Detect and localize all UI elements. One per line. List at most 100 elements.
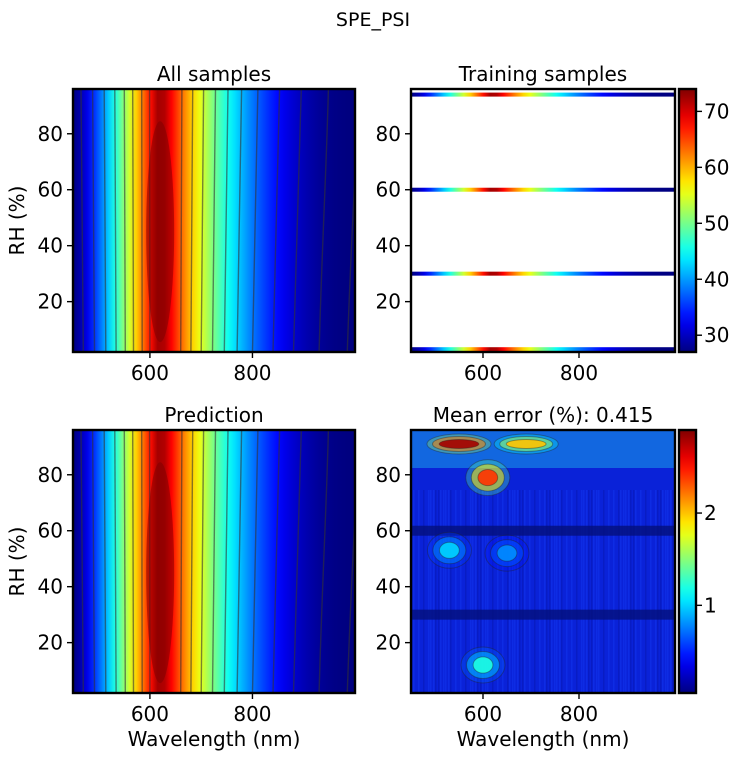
contour-line [200,89,205,352]
x-tick-label: 800 [233,702,271,726]
error-stripe [492,490,494,693]
y-tick-label: 80 [376,122,401,146]
y-tick-label: 80 [376,463,401,487]
error-stripe [448,490,450,693]
error-stripe [571,490,573,693]
error-stripe [583,490,585,693]
colorbar-fill [677,87,698,354]
contour-line [251,430,259,693]
error-stripe [522,490,524,693]
colorbar-tick-label: 40 [704,267,729,291]
y-tick-label: 20 [38,290,63,314]
axes-frame [409,428,677,695]
error-stripe [655,490,657,693]
contour-line [236,89,243,352]
error-stripe [460,490,462,693]
panel-title: Training samples [458,62,627,86]
colorbar-tick-label: 2 [704,501,717,525]
error-stripe [588,490,590,693]
error-hotspot [438,438,480,449]
x-tick-label: 600 [464,702,502,726]
error-hotspot [477,468,499,487]
contour-line [103,89,107,352]
error-stripe [534,490,536,693]
error-stripe [475,490,477,693]
x-tick-label: 800 [560,361,598,385]
panel-2: Training samples 600 800 20 40 60 80 30 40 50 60 70 [376,62,730,385]
contour-line [190,430,194,693]
error-stripe [433,490,435,693]
error-stripe [625,490,627,693]
error-stripe [539,490,541,693]
y-tick-label: 60 [38,519,63,543]
plot-area [73,430,355,693]
contour-line [211,430,217,693]
x-axis-label: Wavelength (nm) [457,727,630,751]
x-tick-label: 600 [131,702,169,726]
error-stripe [598,490,600,693]
error-stripe [465,490,467,693]
plot-area [411,89,675,352]
axes-frame [71,87,357,354]
colorbar: 12 [677,428,717,695]
x-tick-label: 800 [233,361,271,385]
error-hotspot [472,656,494,674]
y-tick-label: 20 [376,290,401,314]
error-stripe [524,490,526,693]
contour-line [223,430,229,693]
error-stripe [514,490,516,693]
contour-line [190,89,194,352]
error-stripe [613,490,615,693]
training-rh-band [411,525,675,536]
contour-line [141,430,143,693]
colorbar: 30 40 50 60 70 [677,87,729,354]
error-stripe [640,490,642,693]
error-stripe [603,490,605,693]
contour-line [123,430,126,693]
contour-line [272,89,281,352]
contour-line [318,430,330,693]
error-stripe [472,490,474,693]
y-axis-label: RH (%) [5,527,29,597]
plot-area [411,430,675,693]
contour-line [103,430,107,693]
colorbar-tick-label: 60 [704,155,729,179]
error-stripe [549,490,551,693]
contour-line [91,89,96,352]
error-hotspot [505,438,547,449]
contour-line [292,430,302,693]
panel-title: All samples [157,62,271,86]
y-tick-label: 40 [376,234,401,258]
contour-line [180,430,183,693]
plot-area [73,89,355,352]
contour-line [292,89,302,352]
error-stripe [635,490,637,693]
training-line-3 [411,347,675,352]
contour-line [141,89,143,352]
contour-line [132,430,135,693]
error-stripe [512,490,514,693]
error-stripe [620,490,622,693]
error-stripe [561,490,563,693]
error-stripe [507,490,509,693]
error-stripe [435,490,437,693]
error-stripe [633,490,635,693]
y-axis-label: RH (%) [5,186,29,256]
error-stripe [596,490,598,693]
y-tick-label: 40 [38,234,63,258]
x-tick-label: 800 [560,702,598,726]
y-tick-label: 40 [376,575,401,599]
x-tick-label: 600 [131,361,169,385]
contour-line [318,89,330,352]
y-tick-label: 60 [38,178,63,202]
error-hotspot [439,541,460,559]
error-stripe [450,490,452,693]
figure-suptitle: SPE_PSI [336,9,410,31]
colorbar-tick-label: 70 [704,99,729,123]
error-stripe [670,490,672,693]
panel-1: All samples 600 800 20 40 60 80 RH (%) [5,62,357,385]
y-tick-label: 80 [38,463,63,487]
error-stripe [559,490,561,693]
error-hotspot [496,544,518,562]
error-stripe [470,490,472,693]
